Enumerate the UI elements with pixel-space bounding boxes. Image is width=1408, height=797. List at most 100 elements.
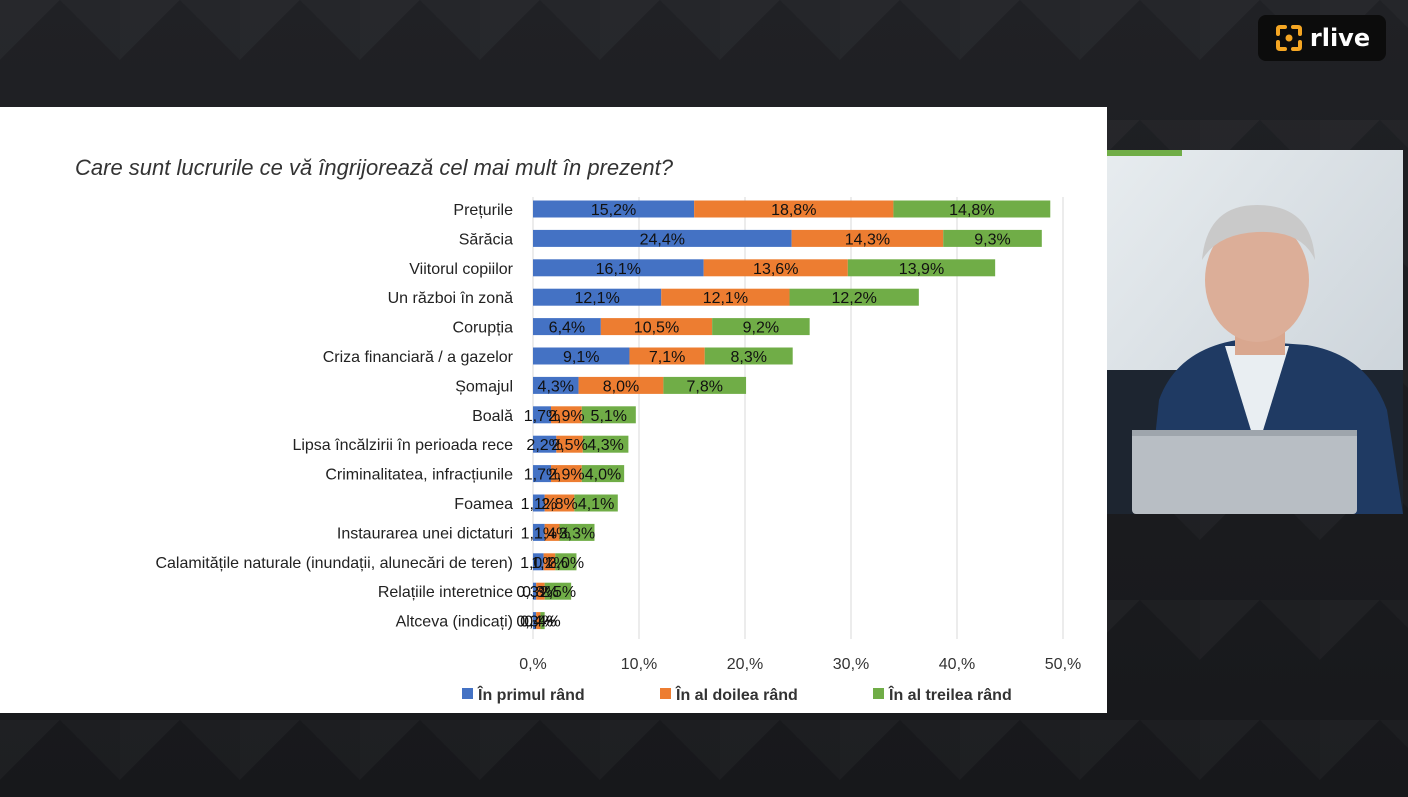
data-label: 1,1%: [521, 525, 557, 542]
bar-segment: [551, 406, 582, 424]
bar-segment: [533, 465, 552, 483]
data-label: 4,0%: [585, 467, 621, 484]
bar-segment: [574, 494, 618, 512]
data-label: 1,7%: [524, 467, 560, 484]
rlive-logo-icon: [1274, 23, 1304, 53]
bar-segment: [533, 288, 662, 306]
bar-segment: [629, 347, 705, 365]
bar-segment: [893, 200, 1051, 218]
rlive-logo: rlive: [1258, 15, 1386, 61]
rlive-logo-text: rlive: [1309, 24, 1371, 52]
category-label: Sărăcia: [459, 231, 513, 248]
bar-segment: [544, 494, 575, 512]
bar-segment: [533, 376, 579, 394]
category-label: Criminalitatea, infracțiunile: [325, 467, 513, 484]
bar-segment: [533, 259, 704, 277]
x-tick-label: 40,%: [939, 656, 975, 673]
bar-segment: [704, 347, 793, 365]
bar-segment: [694, 200, 894, 218]
bar-segment: [533, 229, 792, 247]
legend-swatch: [462, 688, 473, 699]
data-label: 0,3%: [516, 614, 552, 631]
data-label: 1,1%: [531, 555, 567, 572]
data-label: 2,8%: [541, 496, 577, 513]
bar-segment: [533, 318, 601, 336]
bar-segment: [533, 553, 544, 571]
legend-swatch: [873, 688, 884, 699]
data-label: 2,2%: [526, 437, 562, 454]
x-tick-label: 0,%: [519, 656, 547, 673]
bar-segment: [551, 465, 582, 483]
bar-segment: [533, 523, 545, 541]
data-label: 6,4%: [549, 320, 585, 337]
data-label: 10,5%: [634, 320, 679, 337]
x-tick-label: 50,%: [1045, 656, 1081, 673]
chart: Care sunt lucrurile ce vă îngrijorează c…: [75, 155, 1081, 704]
bar-segment: [578, 376, 664, 394]
bar-segment: [712, 318, 810, 336]
data-label: 12,2%: [831, 290, 876, 307]
data-label: 9,3%: [974, 231, 1010, 248]
data-label: 4,3%: [587, 437, 623, 454]
data-label: 8,0%: [603, 378, 639, 395]
data-label: 0,4%: [520, 614, 556, 631]
data-label: 12,1%: [703, 290, 748, 307]
category-label: Corupția: [453, 320, 514, 337]
data-label: 13,9%: [899, 261, 944, 278]
category-label: Foamea: [454, 496, 513, 513]
bar-segment: [600, 318, 713, 336]
category-label: Relațiile interetnice: [378, 584, 513, 601]
bar-segment: [533, 612, 537, 630]
bar-segment: [582, 435, 629, 453]
bar-segment: [540, 612, 545, 630]
bar-segment: [536, 582, 545, 600]
bar-segment: [555, 553, 577, 571]
data-label: 7,1%: [649, 349, 685, 366]
data-label: 0,4%: [524, 614, 560, 631]
presenter-video-feed: [1107, 150, 1403, 514]
category-label: Prețurile: [453, 202, 513, 219]
category-label: Calamitățile naturale (inundații, alunec…: [155, 555, 513, 572]
data-label: 7,8%: [686, 378, 722, 395]
data-label: 2,0%: [548, 555, 584, 572]
category-label: Altceva (indicați): [396, 614, 513, 631]
category-label: Șomajul: [455, 378, 513, 395]
data-label: 13,6%: [753, 261, 798, 278]
data-label: 2,9%: [548, 408, 584, 425]
bar-segment: [533, 200, 695, 218]
bar-segment: [789, 288, 919, 306]
data-label: 8,3%: [730, 349, 766, 366]
data-label: 24,4%: [640, 231, 685, 248]
x-tick-label: 30,%: [833, 656, 869, 673]
bar-segment: [533, 435, 557, 453]
data-label: 14,8%: [949, 202, 994, 219]
chart-title: Care sunt lucrurile ce vă îngrijorează c…: [75, 155, 674, 180]
data-label: 0,3%: [516, 584, 552, 601]
category-label: Un război în zonă: [388, 290, 514, 307]
data-label: 9,2%: [743, 320, 779, 337]
bar-segment: [581, 465, 625, 483]
legend-label: În primul rând: [477, 685, 585, 704]
data-label: 16,1%: [596, 261, 641, 278]
bar-segment: [536, 612, 541, 630]
category-label: Boală: [472, 408, 513, 425]
data-label: 4,3%: [538, 378, 574, 395]
bar-segment: [533, 347, 630, 365]
data-label: 12,1%: [574, 290, 619, 307]
data-label: 4,1%: [578, 496, 614, 513]
bar-segment: [847, 259, 996, 277]
data-label: 5,1%: [591, 408, 627, 425]
bar-segment: [533, 406, 552, 424]
bar-segment: [791, 229, 944, 247]
data-label: 15,2%: [591, 202, 636, 219]
legend-swatch: [660, 688, 671, 699]
bar-segment: [703, 259, 848, 277]
bar-segment: [559, 523, 595, 541]
data-label: 2,5%: [540, 584, 576, 601]
bar-segment: [543, 553, 556, 571]
presentation-slide: Care sunt lucrurile ce vă îngrijorează c…: [0, 107, 1107, 713]
x-tick-label: 10,%: [621, 656, 657, 673]
data-label: 1,1%: [521, 496, 557, 513]
data-label: 18,8%: [771, 202, 816, 219]
bar-segment: [533, 582, 537, 600]
